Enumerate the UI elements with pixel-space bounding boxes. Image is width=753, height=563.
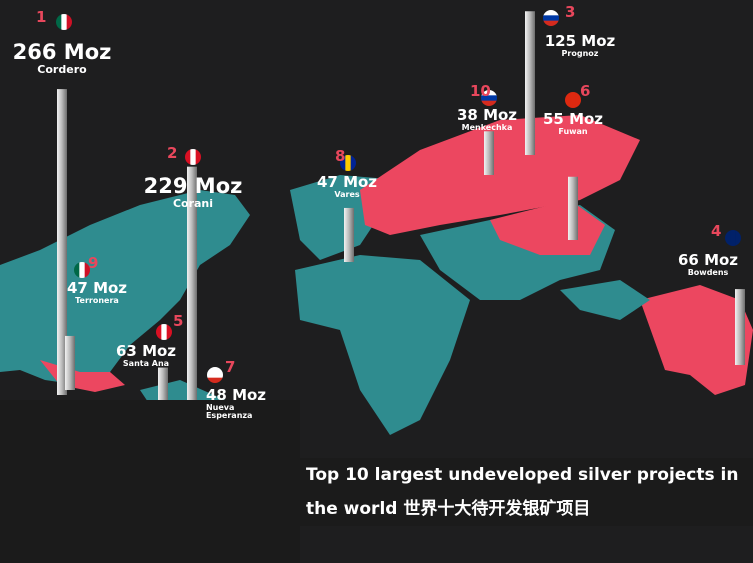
project-label: 229 Moz Corani bbox=[143, 174, 243, 210]
backdrop bbox=[0, 400, 300, 563]
project-name: Santa Ana bbox=[122, 359, 170, 368]
flag bbox=[185, 149, 201, 165]
pillar bbox=[568, 176, 578, 240]
value-label: 66 Moz bbox=[677, 251, 739, 269]
value-label: 38 Moz bbox=[456, 106, 518, 124]
rank: 6 bbox=[580, 82, 591, 100]
flag-stripe bbox=[56, 14, 62, 30]
value-label: 266 Moz bbox=[12, 40, 112, 64]
rank: 5 bbox=[173, 312, 184, 330]
flag-stripe bbox=[156, 324, 162, 340]
rank: 1 bbox=[36, 8, 47, 26]
flag-stripe bbox=[543, 20, 559, 26]
project-label: 48 Moz Nueva Esperanza bbox=[206, 388, 266, 420]
flag-stripe bbox=[735, 230, 741, 246]
value-label: 125 Moz bbox=[544, 32, 616, 50]
flag bbox=[340, 155, 356, 171]
flag-stripe bbox=[575, 92, 581, 108]
flag-stripe bbox=[207, 367, 223, 373]
project-name: Cordero bbox=[37, 63, 87, 76]
flag bbox=[156, 324, 172, 340]
project-label: 47 Moz Terronera bbox=[67, 281, 127, 305]
value-label: 47 Moz bbox=[66, 279, 128, 297]
flag-stripe bbox=[345, 155, 352, 171]
flag-stripe bbox=[74, 262, 80, 278]
project-label: 38 Moz Menkechka bbox=[457, 108, 517, 132]
pillar bbox=[57, 89, 67, 395]
project-name: Terronera bbox=[75, 296, 119, 305]
project-label: 266 Moz Cordero bbox=[12, 40, 112, 76]
pillar bbox=[735, 289, 745, 365]
flag-stripe bbox=[350, 155, 356, 171]
flag-stripe bbox=[161, 324, 168, 340]
flag-stripe bbox=[79, 262, 86, 278]
rank: 9 bbox=[88, 254, 99, 272]
flag-stripe bbox=[725, 230, 731, 246]
flag-stripe bbox=[166, 324, 172, 340]
flag-stripe bbox=[185, 149, 191, 165]
project-name: Prognoz bbox=[561, 49, 599, 58]
flag bbox=[543, 10, 559, 26]
flag bbox=[565, 92, 581, 108]
project-label: 55 Moz Fuwan bbox=[543, 112, 603, 136]
flag-stripe bbox=[195, 149, 201, 165]
flag-stripe bbox=[543, 15, 559, 22]
pillar bbox=[525, 11, 535, 155]
value-label: 55 Moz bbox=[542, 110, 604, 128]
project-name: Bowdens bbox=[687, 268, 729, 277]
flag-stripe bbox=[207, 372, 223, 379]
flag-stripe bbox=[481, 90, 497, 96]
value-label: 47 Moz bbox=[316, 173, 378, 191]
pillar bbox=[187, 166, 197, 430]
flag-stripe bbox=[340, 155, 346, 171]
project-name: Vares bbox=[334, 190, 360, 199]
project-label: 66 Moz Bowdens bbox=[678, 253, 738, 277]
flag bbox=[725, 230, 741, 246]
flag-stripe bbox=[61, 14, 68, 30]
flag-stripe bbox=[207, 377, 223, 383]
rank: 7 bbox=[225, 358, 236, 376]
project-name: Fuwan bbox=[558, 127, 588, 136]
caption: Top 10 largest undeveloped silver projec… bbox=[300, 458, 753, 526]
pillar bbox=[65, 335, 75, 390]
pillar bbox=[484, 131, 494, 175]
rank: 8 bbox=[335, 147, 346, 165]
rank: 4 bbox=[711, 222, 722, 240]
project-name: Menkechka bbox=[461, 123, 513, 132]
rank: 2 bbox=[167, 144, 178, 162]
flag-stripe bbox=[565, 92, 571, 108]
project-label: 125 Moz Prognoz bbox=[545, 34, 616, 58]
flag bbox=[481, 90, 497, 106]
project-label: 63 Moz Santa Ana bbox=[116, 344, 176, 368]
flag-stripe bbox=[190, 149, 197, 165]
value-label: 48 Moz bbox=[205, 386, 267, 404]
flag bbox=[207, 367, 223, 383]
flag-stripe bbox=[66, 14, 72, 30]
project-label: 47 Moz Vares bbox=[317, 175, 377, 199]
flag-stripe bbox=[481, 95, 497, 102]
project-name: Nueva Esperanza bbox=[205, 403, 253, 420]
flag-stripe bbox=[481, 100, 497, 106]
flag-stripe bbox=[570, 92, 577, 108]
flag bbox=[56, 14, 72, 30]
rank: 10 bbox=[470, 82, 491, 100]
pillar bbox=[344, 207, 354, 262]
flag-stripe bbox=[543, 10, 559, 16]
project-name: Corani bbox=[172, 197, 214, 210]
rank: 3 bbox=[565, 3, 576, 21]
value-label: 229 Moz bbox=[143, 174, 243, 198]
value-label: 63 Moz bbox=[115, 342, 177, 360]
flag bbox=[74, 262, 90, 278]
flag-stripe bbox=[730, 230, 737, 246]
flag-stripe bbox=[84, 262, 90, 278]
